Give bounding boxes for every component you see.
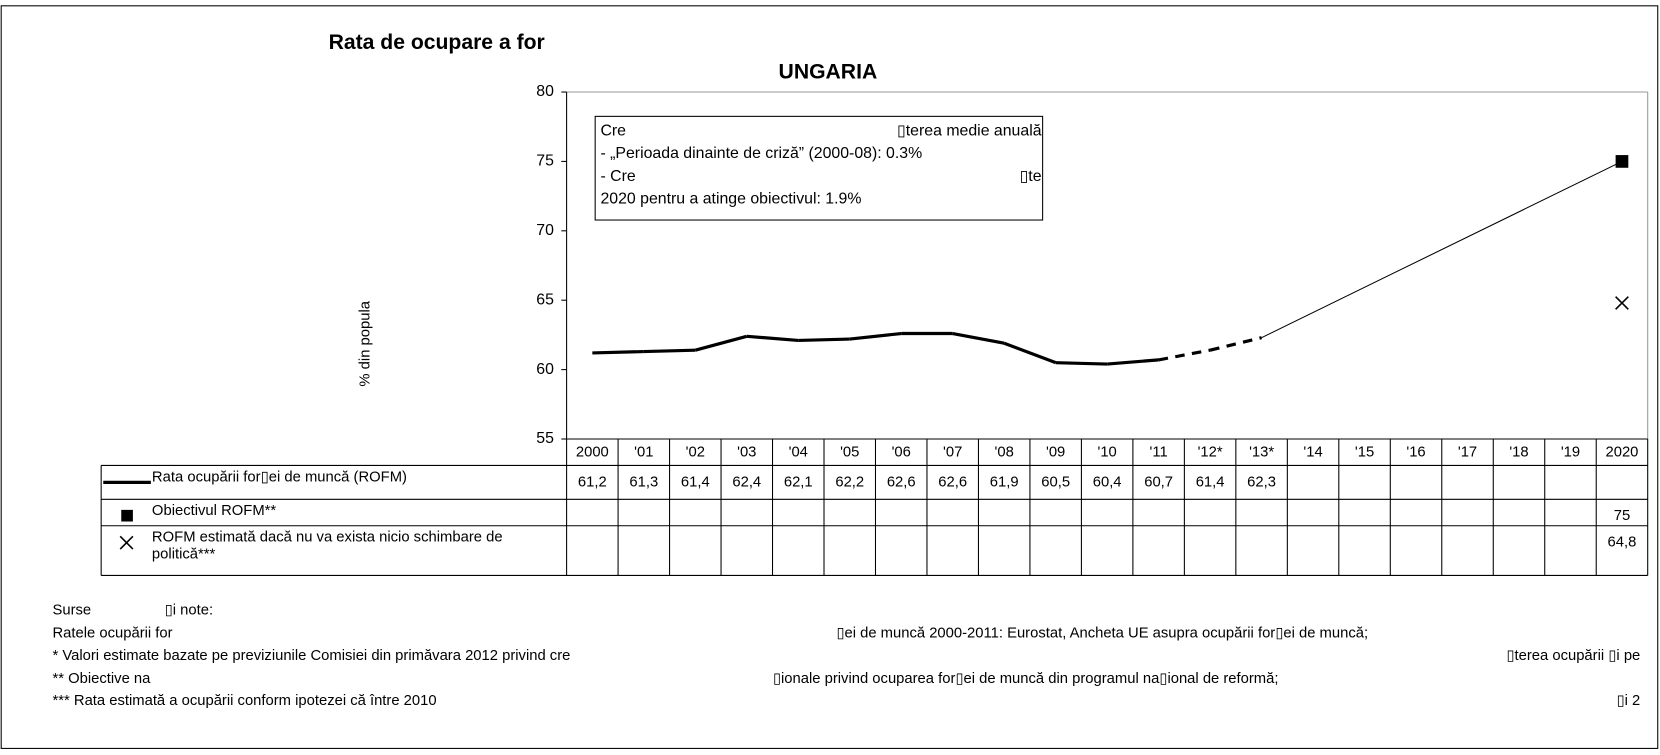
marker-x: [1615, 296, 1629, 310]
x-tick-label: '04: [789, 445, 808, 461]
y-tick-label: 80: [536, 83, 554, 100]
legend-entry: Rata ocupării for▯ei de muncă (ROFM): [151, 467, 408, 485]
line-segment: [1055, 361, 1108, 366]
line-segment: [746, 334, 799, 343]
note: ▯i note:: [165, 602, 213, 618]
annotation-text: ▯terea medie anuală: [897, 122, 1042, 139]
x-tick-label: '16: [1406, 445, 1425, 461]
line-segment: [592, 349, 644, 355]
x-tick-label: '07: [943, 445, 962, 461]
legend-label: ROFM estimată dacă nu va exista nicio sc…: [151, 527, 503, 562]
annotation-text: ▯te: [1020, 168, 1042, 185]
legend-entry: ROFM estimată dacă nu va exista nicio sc…: [151, 527, 503, 562]
line-segment: [1209, 336, 1262, 352]
y-tick-label: 60: [536, 361, 554, 378]
x-tick-label: '11: [1150, 445, 1168, 461]
notes: Surse ▯i note: Ratele ocupării for ▯ei d…: [52, 602, 1640, 709]
note: ▯i 2: [1617, 693, 1641, 709]
y-tick-label: 75: [536, 153, 554, 170]
note: ▯ionale privind ocuparea for▯ei de muncă…: [773, 671, 1279, 687]
line-segment: [798, 337, 850, 343]
table-value: 62,3: [1247, 474, 1276, 490]
note: * Valori estimate bazate pe previziunile…: [52, 648, 570, 664]
x-tick-label: '17: [1458, 445, 1477, 461]
chart-title: Rata de ocupare a for: [329, 31, 545, 54]
annotation-text: - Cre: [600, 168, 635, 185]
x-tick-label: '12*: [1198, 445, 1223, 461]
x-tick-label: '18: [1509, 445, 1528, 461]
x-tick-label: '05: [840, 445, 859, 461]
table-value: 62,1: [784, 474, 813, 490]
legend-key: [119, 535, 134, 550]
annotation-text: Cre: [600, 122, 626, 139]
note: ▯ei de muncă 2000-2011: Eurostat, Anchet…: [836, 626, 1368, 642]
table-value: 62,6: [887, 474, 916, 490]
annotation-box: [594, 115, 1044, 221]
x-tick-label: '15: [1355, 445, 1374, 461]
legend-label: Obiectivul ROFM**: [151, 501, 277, 519]
table-value: 61,3: [629, 474, 658, 490]
x-tick-label: '03: [737, 445, 756, 461]
table-value: 61,4: [681, 474, 710, 490]
x-tick-label: '10: [1098, 445, 1117, 461]
x-tick-label: '06: [892, 445, 911, 461]
table-value: 62,2: [835, 474, 864, 490]
note: Surse: [52, 602, 91, 618]
table-value: 60,4: [1093, 474, 1122, 490]
table-value: 60,7: [1144, 474, 1173, 490]
table-value: 60,5: [1041, 474, 1070, 490]
note: ** Obiective na: [52, 671, 151, 687]
note: ▯terea ocupării ▯i pe: [1506, 648, 1640, 664]
y-tick-label: 65: [536, 291, 554, 308]
table-value: 64,8: [1608, 535, 1637, 551]
table-value: 62,6: [938, 474, 967, 490]
x-tick-label: 2020: [1605, 445, 1638, 461]
x-tick-label: '02: [686, 445, 705, 461]
annotation-text: - „Perioada dinainte de criză” (2000-08)…: [600, 145, 922, 162]
note: Ratele ocupării for: [52, 626, 172, 642]
annotation-text: 2020 pentru a atinge obiectivul: 1.9%: [600, 191, 861, 208]
y-tick-label: 70: [536, 222, 554, 239]
x-tick-label: '08: [995, 445, 1014, 461]
table-value: 61,2: [578, 474, 607, 490]
table-value: 62,4: [732, 474, 761, 490]
line-segment: [643, 348, 696, 354]
y-tick-label: 55: [536, 430, 554, 447]
x-tick-label: 2000: [576, 445, 609, 461]
legend-label: Rata ocupării for▯ei de muncă (ROFM): [151, 467, 408, 485]
line-segment: [1107, 358, 1159, 366]
x-tick-label: '01: [634, 445, 653, 461]
table-value: 61,9: [990, 474, 1019, 490]
line-segment: [1003, 341, 1057, 365]
line-segment: [1158, 348, 1211, 362]
x-tick-label: '09: [1046, 445, 1065, 461]
y-axis-label: % din popula: [358, 300, 374, 386]
chart-subtitle: UNGARIA: [779, 61, 878, 84]
x-tick-label: '19: [1561, 445, 1580, 461]
line-segment: [694, 334, 748, 352]
table-value: 61,4: [1196, 474, 1225, 490]
legend-entry: Obiectivul ROFM**: [151, 501, 277, 519]
marker-square: [1615, 155, 1629, 168]
note: *** Rata estimată a ocupării conform ipo…: [52, 693, 436, 709]
line-segment: [952, 331, 1005, 345]
table-value: 75: [1614, 508, 1630, 524]
x-tick-label: '13*: [1249, 445, 1274, 461]
line-segment: [849, 331, 902, 341]
legend-key: [121, 509, 133, 522]
target-path: [1261, 160, 1623, 339]
x-tick-label: '14: [1303, 445, 1322, 461]
